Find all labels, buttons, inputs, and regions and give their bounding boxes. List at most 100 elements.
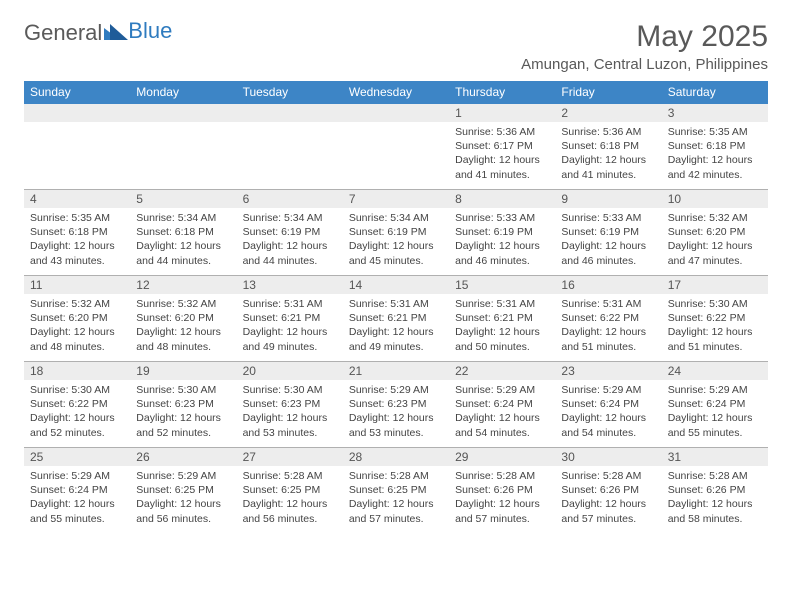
calendar-day-cell: 15Sunrise: 5:31 AMSunset: 6:21 PMDayligh… [449, 276, 555, 362]
calendar-day-cell: 4Sunrise: 5:35 AMSunset: 6:18 PMDaylight… [24, 190, 130, 276]
calendar-day-cell: 18Sunrise: 5:30 AMSunset: 6:22 PMDayligh… [24, 362, 130, 448]
day-details: Sunrise: 5:30 AMSunset: 6:22 PMDaylight:… [662, 294, 768, 358]
calendar-day-cell: 28Sunrise: 5:28 AMSunset: 6:25 PMDayligh… [343, 448, 449, 534]
logo-text-general: General [24, 20, 102, 46]
calendar-week-row: 18Sunrise: 5:30 AMSunset: 6:22 PMDayligh… [24, 362, 768, 448]
calendar-day-cell: 10Sunrise: 5:32 AMSunset: 6:20 PMDayligh… [662, 190, 768, 276]
day-details: Sunrise: 5:31 AMSunset: 6:21 PMDaylight:… [237, 294, 343, 358]
day-details: Sunrise: 5:34 AMSunset: 6:19 PMDaylight:… [237, 208, 343, 272]
day-number: 15 [449, 276, 555, 294]
title-block: May 2025 Amungan, Central Luzon, Philipp… [521, 20, 768, 73]
calendar-day-cell: 2Sunrise: 5:36 AMSunset: 6:18 PMDaylight… [555, 104, 661, 190]
calendar-day-cell: 30Sunrise: 5:28 AMSunset: 6:26 PMDayligh… [555, 448, 661, 534]
calendar-day-cell: 7Sunrise: 5:34 AMSunset: 6:19 PMDaylight… [343, 190, 449, 276]
day-details: Sunrise: 5:28 AMSunset: 6:26 PMDaylight:… [662, 466, 768, 530]
weekday-header: Friday [555, 81, 661, 104]
calendar-day-cell: 21Sunrise: 5:29 AMSunset: 6:23 PMDayligh… [343, 362, 449, 448]
day-number: 9 [555, 190, 661, 208]
day-details [130, 122, 236, 182]
day-details: Sunrise: 5:29 AMSunset: 6:24 PMDaylight:… [555, 380, 661, 444]
calendar-day-cell: 22Sunrise: 5:29 AMSunset: 6:24 PMDayligh… [449, 362, 555, 448]
calendar-day-cell: 9Sunrise: 5:33 AMSunset: 6:19 PMDaylight… [555, 190, 661, 276]
calendar-empty-cell [24, 104, 130, 190]
day-number: 25 [24, 448, 130, 466]
day-number: 3 [662, 104, 768, 122]
calendar-week-row: 1Sunrise: 5:36 AMSunset: 6:17 PMDaylight… [24, 104, 768, 190]
logo-triangle-icon [104, 20, 128, 46]
day-details: Sunrise: 5:29 AMSunset: 6:24 PMDaylight:… [449, 380, 555, 444]
weekday-header: Tuesday [237, 81, 343, 104]
calendar-day-cell: 19Sunrise: 5:30 AMSunset: 6:23 PMDayligh… [130, 362, 236, 448]
day-details: Sunrise: 5:32 AMSunset: 6:20 PMDaylight:… [24, 294, 130, 358]
calendar-day-cell: 16Sunrise: 5:31 AMSunset: 6:22 PMDayligh… [555, 276, 661, 362]
logo: General Blue [24, 20, 172, 46]
day-number: 17 [662, 276, 768, 294]
calendar-day-cell: 1Sunrise: 5:36 AMSunset: 6:17 PMDaylight… [449, 104, 555, 190]
day-details [237, 122, 343, 182]
day-number: 28 [343, 448, 449, 466]
calendar-day-cell: 29Sunrise: 5:28 AMSunset: 6:26 PMDayligh… [449, 448, 555, 534]
calendar-week-row: 25Sunrise: 5:29 AMSunset: 6:24 PMDayligh… [24, 448, 768, 534]
day-number: 22 [449, 362, 555, 380]
calendar-day-cell: 20Sunrise: 5:30 AMSunset: 6:23 PMDayligh… [237, 362, 343, 448]
day-details: Sunrise: 5:29 AMSunset: 6:25 PMDaylight:… [130, 466, 236, 530]
day-details: Sunrise: 5:36 AMSunset: 6:18 PMDaylight:… [555, 122, 661, 186]
day-number: 6 [237, 190, 343, 208]
calendar-table: SundayMondayTuesdayWednesdayThursdayFrid… [24, 81, 768, 534]
day-details: Sunrise: 5:31 AMSunset: 6:22 PMDaylight:… [555, 294, 661, 358]
calendar-day-cell: 27Sunrise: 5:28 AMSunset: 6:25 PMDayligh… [237, 448, 343, 534]
day-number: 27 [237, 448, 343, 466]
calendar-day-cell: 31Sunrise: 5:28 AMSunset: 6:26 PMDayligh… [662, 448, 768, 534]
calendar-day-cell: 14Sunrise: 5:31 AMSunset: 6:21 PMDayligh… [343, 276, 449, 362]
day-number: 26 [130, 448, 236, 466]
day-number: 1 [449, 104, 555, 122]
day-number: 23 [555, 362, 661, 380]
day-details: Sunrise: 5:28 AMSunset: 6:25 PMDaylight:… [237, 466, 343, 530]
weekday-header: Monday [130, 81, 236, 104]
header-row: General Blue May 2025 Amungan, Central L… [24, 20, 768, 73]
day-number: 16 [555, 276, 661, 294]
weekday-header: Thursday [449, 81, 555, 104]
day-details: Sunrise: 5:32 AMSunset: 6:20 PMDaylight:… [662, 208, 768, 272]
day-number: 18 [24, 362, 130, 380]
calendar-empty-cell [130, 104, 236, 190]
calendar-day-cell: 5Sunrise: 5:34 AMSunset: 6:18 PMDaylight… [130, 190, 236, 276]
day-details: Sunrise: 5:29 AMSunset: 6:24 PMDaylight:… [662, 380, 768, 444]
calendar-day-cell: 12Sunrise: 5:32 AMSunset: 6:20 PMDayligh… [130, 276, 236, 362]
day-number: 31 [662, 448, 768, 466]
day-number: 4 [24, 190, 130, 208]
day-number: 11 [24, 276, 130, 294]
day-details: Sunrise: 5:29 AMSunset: 6:24 PMDaylight:… [24, 466, 130, 530]
calendar-week-row: 11Sunrise: 5:32 AMSunset: 6:20 PMDayligh… [24, 276, 768, 362]
day-number: 21 [343, 362, 449, 380]
weekday-header-row: SundayMondayTuesdayWednesdayThursdayFrid… [24, 81, 768, 104]
calendar-week-row: 4Sunrise: 5:35 AMSunset: 6:18 PMDaylight… [24, 190, 768, 276]
day-number: 8 [449, 190, 555, 208]
day-details [343, 122, 449, 182]
calendar-day-cell: 8Sunrise: 5:33 AMSunset: 6:19 PMDaylight… [449, 190, 555, 276]
calendar-day-cell: 13Sunrise: 5:31 AMSunset: 6:21 PMDayligh… [237, 276, 343, 362]
day-number: 5 [130, 190, 236, 208]
month-title: May 2025 [521, 20, 768, 54]
day-details: Sunrise: 5:30 AMSunset: 6:23 PMDaylight:… [237, 380, 343, 444]
calendar-day-cell: 23Sunrise: 5:29 AMSunset: 6:24 PMDayligh… [555, 362, 661, 448]
calendar-empty-cell [237, 104, 343, 190]
day-number: 20 [237, 362, 343, 380]
weekday-header: Sunday [24, 81, 130, 104]
day-details [24, 122, 130, 182]
calendar-day-cell: 25Sunrise: 5:29 AMSunset: 6:24 PMDayligh… [24, 448, 130, 534]
day-details: Sunrise: 5:28 AMSunset: 6:25 PMDaylight:… [343, 466, 449, 530]
day-number: 29 [449, 448, 555, 466]
calendar-day-cell: 17Sunrise: 5:30 AMSunset: 6:22 PMDayligh… [662, 276, 768, 362]
weekday-header: Wednesday [343, 81, 449, 104]
day-number: 30 [555, 448, 661, 466]
day-number: 2 [555, 104, 661, 122]
calendar-day-cell: 24Sunrise: 5:29 AMSunset: 6:24 PMDayligh… [662, 362, 768, 448]
day-number [237, 104, 343, 122]
weekday-header: Saturday [662, 81, 768, 104]
day-details: Sunrise: 5:35 AMSunset: 6:18 PMDaylight:… [662, 122, 768, 186]
day-number: 19 [130, 362, 236, 380]
day-number: 7 [343, 190, 449, 208]
day-number: 14 [343, 276, 449, 294]
calendar-day-cell: 6Sunrise: 5:34 AMSunset: 6:19 PMDaylight… [237, 190, 343, 276]
